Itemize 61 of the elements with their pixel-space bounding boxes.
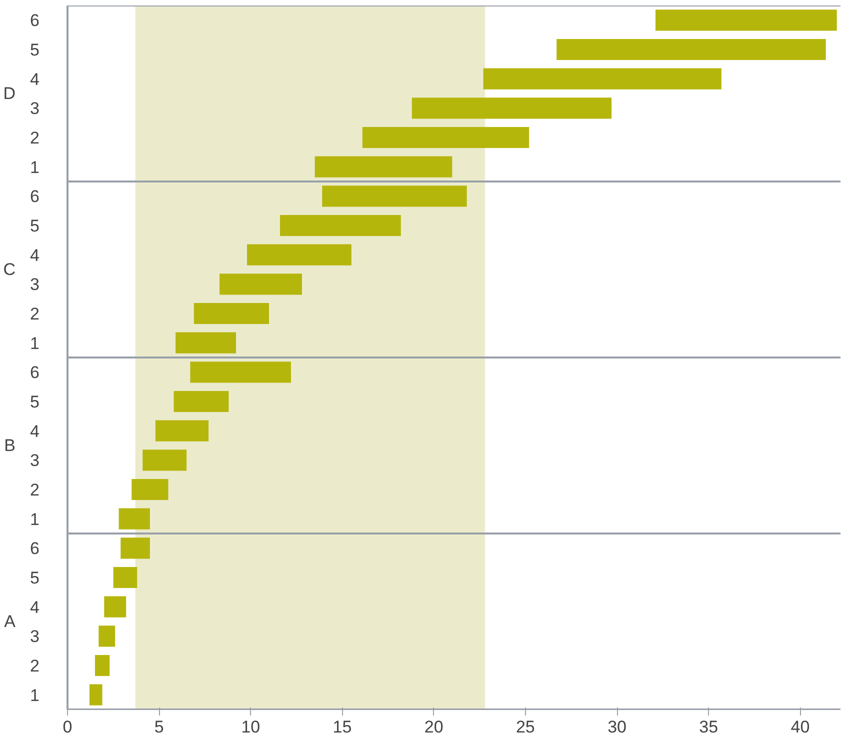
bar	[94, 654, 110, 676]
bar	[247, 244, 352, 266]
y-tick-label: 4	[30, 246, 40, 265]
y-tick-label: 5	[30, 40, 40, 60]
y-tick-label: 6	[30, 363, 40, 382]
x-tick-label: 15	[332, 718, 352, 736]
bar	[314, 156, 452, 178]
y-tick-label: 1	[30, 334, 40, 353]
bar	[190, 362, 291, 383]
bar	[120, 538, 150, 559]
text: C	[3, 260, 16, 279]
bar	[104, 596, 126, 618]
bar	[118, 508, 150, 530]
y-tick-label: 3	[30, 627, 40, 646]
bar	[655, 10, 837, 31]
bar	[89, 684, 102, 706]
y-tick-label: 6	[30, 539, 40, 558]
x-tick-label: 0	[62, 718, 72, 736]
bar	[412, 98, 612, 119]
bar	[155, 420, 209, 442]
y-tick-label: 6	[30, 187, 40, 206]
bar	[132, 478, 168, 500]
y-tick-label: 2	[30, 304, 40, 324]
y-tick-label: 2	[30, 480, 40, 500]
y-tick-label: 1	[30, 686, 40, 705]
bar	[113, 566, 138, 588]
text: B	[4, 436, 16, 455]
x-tick-label: 5	[154, 718, 164, 736]
text: A	[4, 612, 16, 631]
bar	[220, 274, 302, 295]
y-tick-label: 2	[30, 128, 40, 148]
bar	[483, 68, 722, 90]
bar	[174, 390, 229, 412]
x-tick-label: 30	[608, 718, 626, 736]
bar	[280, 214, 401, 236]
y-tick-label: 5	[30, 216, 40, 236]
y-tick-label: 1	[30, 158, 40, 177]
y-tick-label: 2	[30, 656, 40, 676]
y-tick-label: 1	[30, 510, 40, 529]
y-tick-label: 4	[30, 422, 40, 441]
y-tick-label: 4	[30, 70, 40, 89]
y-tick-label: 5	[30, 392, 40, 412]
y-tick-label: 3	[30, 451, 40, 470]
x-tick-label: 35	[699, 718, 718, 736]
y-tick-label: 6	[30, 11, 40, 30]
bar	[322, 186, 467, 207]
y-tick-label: 5	[30, 568, 40, 588]
y-tick-label: 3	[30, 99, 40, 118]
x-tick-label: 10	[241, 718, 260, 736]
y-tick-label: 4	[30, 598, 40, 617]
bar	[556, 38, 826, 60]
x-tick-label: 25	[516, 718, 535, 736]
bar	[176, 332, 236, 354]
bar	[194, 302, 269, 324]
bar	[362, 126, 530, 148]
y-tick-label: 3	[30, 275, 40, 294]
bar	[142, 450, 187, 471]
x-tick-label: 20	[424, 718, 444, 736]
text: D	[3, 84, 16, 103]
x-tick-label: 40	[790, 718, 810, 736]
bar	[98, 626, 116, 647]
